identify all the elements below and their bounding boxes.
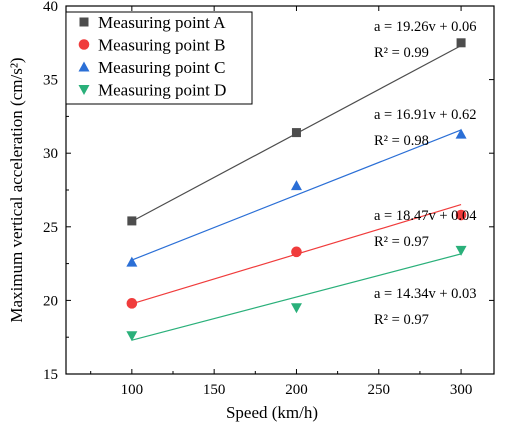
- r-squared-0: R² = 0.99: [374, 45, 429, 61]
- data-point-3-2: [455, 245, 467, 256]
- r-squared-1: R² = 0.98: [374, 133, 429, 149]
- equation-2: a = 18.47v + 0.04: [374, 208, 477, 224]
- legend-marker-2: [78, 61, 90, 72]
- x-tick-label: 100: [121, 382, 144, 398]
- x-tick-label: 200: [285, 382, 308, 398]
- x-tick-label: 250: [368, 382, 391, 398]
- legend-label-0: Measuring point A: [98, 13, 226, 32]
- equation-1: a = 16.91v + 0.62: [374, 107, 477, 123]
- y-tick-label: 30: [43, 146, 58, 162]
- data-point-2-1: [290, 180, 302, 191]
- data-point-2-0: [126, 256, 138, 267]
- fit-equations: a = 19.26v + 0.06 R² = 0.99 a = 16.91v + 0…: [374, 19, 477, 328]
- y-tick-label: 15: [43, 367, 58, 383]
- axis-ticks: 100 150 200 250 300 15 20 25 30 35 40: [43, 0, 494, 398]
- data-point-0-0: [127, 216, 137, 226]
- fit-line-3: [131, 253, 462, 341]
- data-point-3-0: [126, 331, 138, 342]
- data-markers: [126, 38, 467, 342]
- x-tick-label: 150: [203, 382, 226, 398]
- data-point-0-1: [291, 128, 301, 138]
- legend-box: [65, 11, 253, 105]
- data-point-0-2: [456, 38, 466, 48]
- y-tick-label: 25: [43, 220, 58, 236]
- data-point-2-2: [455, 128, 467, 139]
- legend-label-2: Measuring point C: [98, 58, 226, 77]
- r-squared-2: R² = 0.97: [374, 234, 429, 250]
- r-squared-3: R² = 0.97: [374, 312, 429, 328]
- legend: Measuring point A Measuring point B Measur…: [65, 11, 253, 105]
- data-point-1-1: [291, 246, 302, 258]
- data-point-1-0: [126, 298, 138, 309]
- equation-3: a = 14.34v + 0.03: [374, 286, 477, 302]
- legend-marker-1: [78, 39, 90, 50]
- legend-label-1: Measuring point B: [98, 36, 226, 55]
- y-tick-label: 20: [43, 293, 58, 309]
- x-tick-label: 300: [450, 382, 473, 398]
- y-tick-label: 40: [43, 0, 58, 15]
- y-tick-label: 35: [43, 73, 58, 89]
- legend-label-3: Measuring point D: [98, 81, 226, 100]
- x-axis-title: Speed (km/h): [226, 403, 318, 422]
- equation-0: a = 19.26v + 0.06: [374, 19, 477, 35]
- legend-marker-3: [78, 85, 90, 95]
- fit-line-2: [131, 129, 462, 261]
- legend-marker-0: [79, 17, 89, 27]
- data-point-3-1: [290, 303, 302, 314]
- y-axis-title: Maximum vertical acceleration (cm/s²): [7, 57, 26, 322]
- data-point-1-2: [455, 209, 467, 221]
